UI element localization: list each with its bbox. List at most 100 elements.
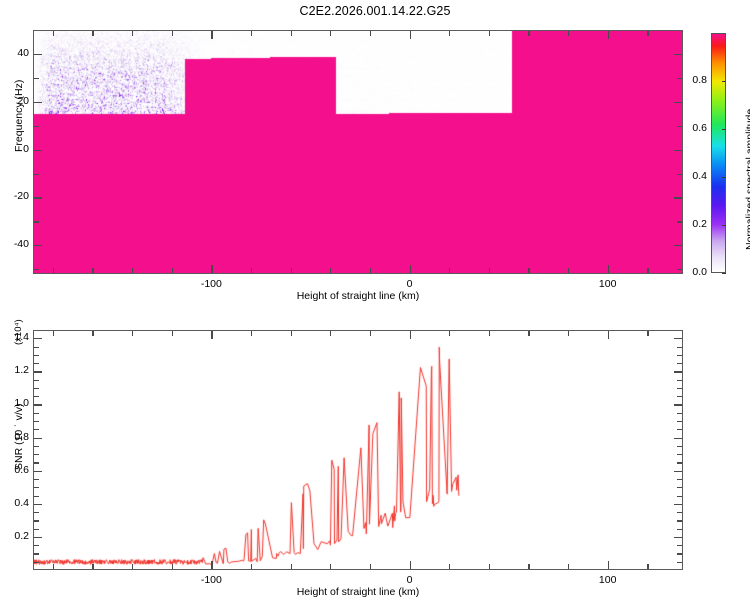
axis-tick — [34, 454, 39, 456]
axis-tick — [171, 268, 173, 273]
axis-tick — [528, 564, 530, 569]
axis-tick — [34, 346, 39, 348]
axis-tick — [677, 512, 682, 514]
spectrogram-yaxis-title: Frequency (Hz) — [13, 79, 25, 152]
spectrogram-xaxis-title: Height of straight line (km) — [296, 290, 420, 302]
axis-tick — [528, 268, 530, 273]
axis-tick — [34, 53, 42, 56]
snr-yaxis-title: SNR (10 ˙ v/v) — [13, 403, 25, 470]
colorbar-tick-label: 0.2 — [692, 218, 707, 230]
axis-tick — [34, 528, 39, 530]
axis-tick — [171, 331, 173, 336]
axis-tick — [34, 561, 39, 563]
axis-tick — [674, 338, 682, 340]
axis-tick — [677, 445, 682, 448]
axis-tick — [34, 520, 39, 522]
axis-tick — [449, 564, 451, 569]
axis-tick — [52, 331, 54, 336]
axis-tick — [647, 268, 649, 273]
axis-tick — [34, 470, 42, 472]
axis-tick — [369, 331, 372, 336]
axis-tick — [34, 173, 39, 175]
axis-tick — [674, 245, 682, 247]
axis-tick — [677, 269, 682, 271]
axis-tick — [677, 454, 682, 456]
axis-tick — [677, 487, 682, 489]
axis-tick — [409, 31, 411, 39]
axis-tick — [132, 564, 134, 569]
axis-tick-label: 0 — [23, 142, 29, 155]
snr-xaxis-title: Height of straight line (km) — [296, 586, 420, 598]
axis-tick — [568, 31, 570, 36]
axis-tick — [330, 31, 332, 36]
axis-tick — [34, 495, 39, 497]
axis-tick — [607, 31, 609, 39]
axis-tick — [449, 331, 451, 336]
axis-tick — [674, 536, 682, 539]
axis-tick-label: 1.4 — [14, 331, 29, 344]
axis-tick — [250, 564, 253, 569]
axis-tick — [34, 221, 39, 223]
axis-tick — [92, 564, 94, 569]
axis-tick-label: -100 — [200, 574, 222, 586]
axis-tick — [34, 503, 42, 505]
axis-tick — [568, 331, 570, 336]
colorbar-tick — [722, 81, 726, 83]
axis-tick — [528, 31, 530, 36]
axis-tick — [330, 564, 332, 569]
spectrogram-panel — [33, 30, 683, 274]
axis-tick — [34, 445, 39, 448]
axis-tick — [488, 564, 490, 569]
axis-tick — [34, 462, 39, 464]
axis-tick — [34, 338, 42, 340]
axis-tick — [488, 268, 490, 273]
axis-tick — [647, 31, 649, 36]
axis-tick — [677, 412, 682, 414]
axis-tick — [34, 245, 42, 247]
axis-tick-label: 1.0 — [14, 397, 29, 410]
axis-tick — [34, 412, 39, 414]
axis-tick-label: 0 — [406, 574, 413, 586]
colorbar-tick-label: 0.0 — [692, 266, 707, 278]
axis-tick — [250, 31, 253, 36]
snr-yaxis-exponent: (x10⁴) — [13, 319, 24, 345]
axis-tick — [250, 268, 253, 273]
axis-tick — [607, 331, 609, 339]
axis-tick — [647, 564, 649, 569]
axis-tick — [132, 268, 134, 273]
axis-tick — [92, 331, 94, 336]
axis-tick — [674, 149, 682, 151]
axis-tick — [34, 197, 42, 199]
snr-line-plot — [34, 331, 682, 569]
colorbar — [711, 33, 726, 273]
axis-tick — [92, 31, 94, 36]
axis-tick — [34, 421, 39, 423]
axis-tick — [677, 520, 682, 522]
axis-tick — [677, 462, 682, 464]
axis-tick — [409, 331, 411, 339]
axis-tick-label: 100 — [598, 574, 617, 586]
axis-tick — [677, 125, 682, 127]
axis-tick — [647, 331, 649, 336]
axis-tick — [677, 354, 682, 356]
axis-tick — [677, 528, 682, 530]
colorbar-tick — [722, 177, 726, 179]
axis-tick — [34, 125, 39, 127]
axis-tick — [449, 31, 451, 36]
axis-tick-label: 20 — [17, 94, 29, 107]
axis-tick — [34, 379, 39, 381]
axis-tick-label: 0 — [406, 278, 413, 290]
axis-tick — [52, 31, 54, 36]
axis-tick — [52, 564, 54, 569]
axis-tick — [34, 553, 39, 555]
axis-tick — [34, 354, 39, 356]
colorbar-tick-label: 0.4 — [692, 170, 707, 182]
colorbar-tick-label: 0.8 — [692, 74, 707, 86]
axis-tick — [369, 268, 372, 273]
snr-panel — [33, 330, 683, 570]
colorbar-gradient — [712, 34, 725, 272]
axis-tick — [488, 331, 490, 336]
axis-tick — [677, 173, 682, 175]
axis-tick — [52, 268, 54, 273]
